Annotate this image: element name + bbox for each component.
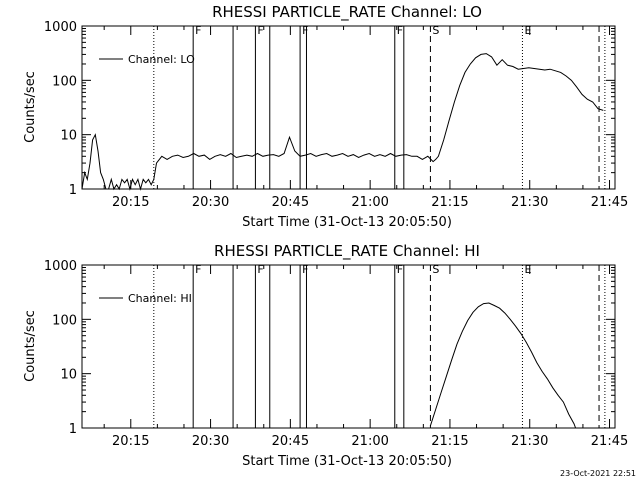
chart-title: RHESSI PARTICLE_RATE Channel: HI [214, 242, 480, 261]
series-group [81, 53, 604, 191]
x-tick-label: 20:45 [272, 195, 309, 210]
legend: Channel: LO [99, 53, 195, 66]
series-line [81, 53, 604, 191]
x-axis-label: Start Time (31-Oct-13 20:05:50) [242, 215, 452, 230]
y-tick-label: 10 [60, 129, 77, 144]
x-tick-label: 21:15 [431, 434, 468, 449]
timestamp: 23-Oct-2021 22:51 [560, 469, 636, 478]
marker-label: F [302, 24, 308, 37]
series-group [429, 302, 577, 429]
marker-label: F [397, 263, 403, 276]
y-axis-label: Counts/sec [23, 71, 38, 143]
marker-label: E [524, 24, 531, 37]
y-tick-label: 1000 [44, 259, 77, 274]
y-tick-label: 1000 [44, 20, 77, 35]
y-axis-label: Counts/sec [23, 310, 38, 382]
x-tick-label: 20:15 [112, 434, 149, 449]
panel-hi: RHESSI PARTICLE_RATE Channel: HI 1101001… [23, 242, 628, 469]
x-tick-label: 20:30 [192, 195, 229, 210]
x-axis: 20:15 20:30 20:45 21:00 21:15 21:30 21:45 [103, 26, 628, 210]
x-tick-label: 20:30 [192, 434, 229, 449]
y-axis: 1 10 100 1000 [44, 20, 615, 198]
marker-label: E [524, 263, 531, 276]
x-tick-label: 21:45 [591, 195, 628, 210]
marker-label: F [302, 263, 308, 276]
plot-frame [81, 25, 616, 190]
legend-label: Channel: HI [128, 292, 192, 305]
marker-label: F [257, 263, 263, 276]
y-tick-label: 100 [52, 313, 77, 328]
y-tick-label: 100 [52, 74, 77, 89]
marker-label: F [397, 24, 403, 37]
x-tick-label: 21:00 [351, 195, 388, 210]
marker-label: F [257, 24, 263, 37]
legend-label: Channel: LO [128, 53, 195, 66]
x-tick-label: 21:30 [511, 434, 548, 449]
marker-label: F [195, 263, 201, 276]
legend: Channel: HI [99, 292, 192, 305]
x-axis-label: Start Time (31-Oct-13 20:05:50) [242, 454, 452, 469]
chart-title: RHESSI PARTICLE_RATE Channel: LO [212, 3, 482, 22]
y-axis: 1 10 100 1000 [44, 259, 615, 437]
x-tick-label: 21:45 [591, 434, 628, 449]
x-tick-label: 20:45 [272, 434, 309, 449]
y-tick-label: 10 [60, 368, 77, 383]
panel-lo: RHESSI PARTICLE_RATE Channel: LO 1101001… [23, 3, 628, 230]
x-tick-label: 20:15 [112, 195, 149, 210]
marker-label: S [432, 263, 439, 276]
x-axis: 20:15 20:30 20:45 21:00 21:15 21:30 21:45 [103, 265, 628, 449]
x-tick-label: 21:30 [511, 195, 548, 210]
marker-label: F [195, 24, 201, 37]
x-tick-label: 21:00 [351, 434, 388, 449]
y-tick-label: 1 [69, 422, 77, 437]
x-tick-label: 21:15 [431, 195, 468, 210]
plot-frame [81, 264, 616, 429]
marker-label: S [432, 24, 439, 37]
series-line [429, 302, 577, 429]
y-tick-label: 1 [69, 183, 77, 198]
